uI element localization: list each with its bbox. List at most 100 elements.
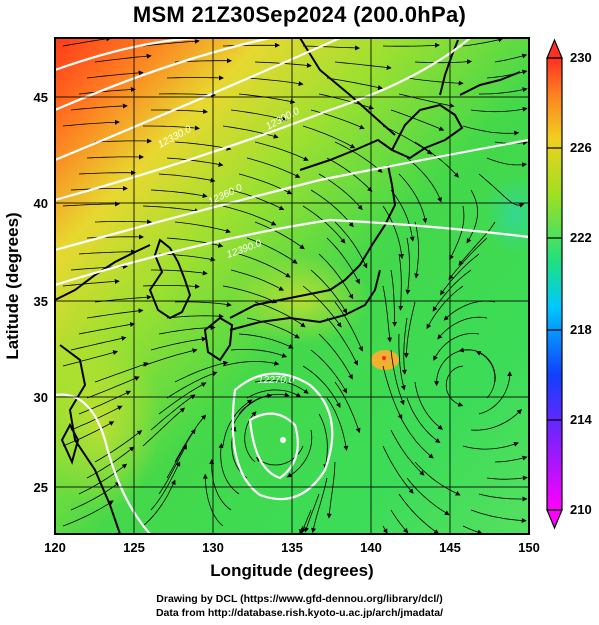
contour-label: 12270.0	[258, 375, 295, 386]
streamline	[150, 189, 208, 199]
x-tick-label: 125	[123, 540, 145, 555]
streamline	[142, 38, 200, 47]
streamline	[382, 445, 414, 494]
streamline	[414, 221, 420, 279]
y-tick-label: 35	[34, 294, 48, 309]
streamline	[143, 125, 200, 131]
streamline	[78, 463, 128, 495]
streamline	[398, 93, 455, 108]
x-axis-title: Longitude (degrees)	[210, 561, 373, 580]
streamline	[426, 285, 464, 330]
streamline	[78, 170, 136, 176]
streamline	[326, 317, 358, 366]
coastline-kyushu	[203, 316, 234, 362]
streamline	[222, 125, 279, 139]
streamline	[414, 381, 443, 430]
streamline	[470, 106, 528, 113]
streamline	[494, 455, 528, 463]
coastlines	[55, 38, 521, 534]
streamline	[318, 253, 354, 300]
streamline	[390, 509, 409, 534]
streamline	[334, 61, 392, 70]
streamline	[94, 362, 149, 383]
streamline	[462, 441, 519, 450]
streamline	[318, 413, 329, 470]
streamline	[401, 317, 408, 375]
credit-data: Data from http://database.rish.kyoto-u.a…	[155, 607, 444, 619]
streamline	[318, 333, 353, 380]
streamline	[310, 349, 348, 394]
streamline	[494, 53, 528, 63]
x-tick-label: 150	[518, 540, 540, 555]
streamline	[174, 414, 207, 463]
y-tick-label: 40	[34, 196, 48, 211]
streamline	[62, 119, 120, 127]
streamline	[230, 189, 285, 210]
coastline-taiwan	[60, 422, 80, 465]
streamline	[254, 301, 306, 328]
streamline	[151, 109, 208, 114]
streamline	[246, 317, 300, 339]
streamline	[62, 279, 120, 287]
graticule	[55, 38, 529, 534]
streamline	[70, 481, 121, 511]
streamline	[286, 429, 313, 478]
streamline	[326, 237, 360, 285]
streamline	[238, 253, 291, 278]
streamline	[230, 349, 288, 358]
streamline	[254, 221, 305, 250]
streamline	[166, 313, 224, 319]
streamline	[142, 205, 200, 214]
streamline	[86, 308, 144, 319]
coastline-honshu-south	[229, 269, 381, 331]
coastline-islands	[459, 71, 521, 96]
streamline	[304, 493, 320, 533]
colorbar-tick-label: 210	[570, 502, 592, 517]
streamline	[302, 125, 356, 149]
streamline	[318, 93, 374, 110]
hot-spot-marker	[382, 356, 386, 360]
streamline	[382, 365, 403, 420]
streamline	[405, 237, 411, 295]
streamline	[62, 201, 120, 207]
streamline	[78, 249, 136, 255]
streamline	[158, 253, 216, 262]
streamline	[302, 365, 341, 408]
streamline	[150, 394, 196, 431]
streamline	[462, 125, 520, 136]
streamline	[222, 285, 278, 304]
y-tick-label: 25	[34, 480, 48, 495]
streamline	[202, 473, 224, 527]
streamline	[462, 38, 504, 47]
streamline	[390, 349, 405, 406]
streamline	[222, 205, 277, 226]
streamline	[142, 407, 186, 447]
x-tick-label: 145	[439, 540, 461, 555]
x-tick-label: 120	[44, 540, 66, 555]
streamline	[256, 445, 304, 466]
coastline-hokkaido	[390, 103, 464, 160]
typhoon-center-marker	[280, 437, 286, 443]
streamline	[70, 103, 128, 111]
streamline	[310, 109, 365, 130]
coastline-russia	[299, 38, 396, 171]
colorbar-tick-label: 226	[570, 140, 592, 155]
streamline	[470, 409, 523, 431]
streamline	[382, 285, 393, 343]
streamline	[302, 45, 360, 51]
colorbar-top-cap	[546, 38, 563, 59]
streamline	[448, 237, 488, 280]
streamline	[62, 421, 115, 447]
coastline-sakhalin	[439, 39, 459, 96]
x-tick-label: 140	[360, 540, 382, 555]
streamline	[222, 360, 280, 367]
streamline	[382, 525, 388, 534]
streamline	[398, 333, 406, 391]
streamline	[390, 189, 415, 242]
streamline	[158, 92, 216, 98]
streamline	[78, 87, 136, 95]
y-tick-label: 30	[34, 390, 48, 405]
streamline	[86, 376, 140, 399]
streamline	[94, 138, 152, 144]
